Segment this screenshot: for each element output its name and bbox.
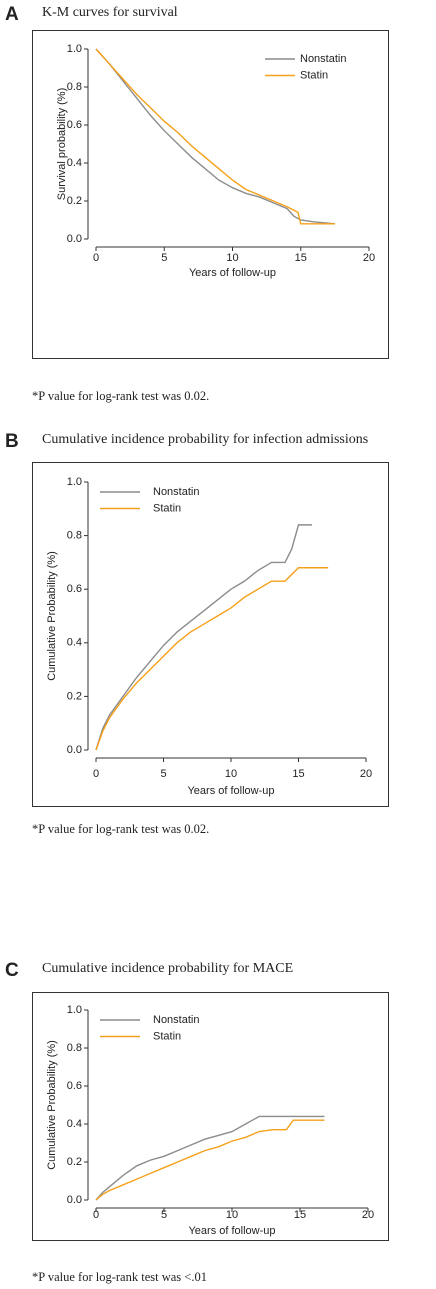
x-tick-label: 20: [362, 1209, 374, 1221]
x-tick-label: 10: [226, 252, 238, 264]
x-tick-label: 15: [294, 1209, 306, 1221]
x-tick-label: 10: [225, 768, 237, 780]
x-tick-label: 20: [360, 768, 372, 780]
y-axis-title: Survival probability (%): [56, 88, 68, 200]
y-tick-label: 0.4: [67, 637, 82, 649]
x-tick-label: 5: [161, 252, 167, 264]
y-tick-label: 1.0: [67, 1004, 82, 1016]
x-axis-title: Years of follow-up: [187, 785, 274, 797]
chart-title: Cumulative incidence probability for inf…: [42, 432, 368, 447]
series-line: [95, 567, 329, 751]
x-tick-label: 20: [363, 252, 375, 264]
chart-title: K-M curves for survival: [42, 5, 178, 20]
legend-label: Statin: [153, 502, 181, 514]
x-tick-label: 15: [295, 252, 307, 264]
legend-label: Statin: [300, 69, 328, 81]
y-tick-label: 0.0: [67, 233, 82, 245]
legend-label: Nonstatin: [153, 486, 199, 498]
x-tick-label: 5: [161, 1209, 167, 1221]
plot-frame: [32, 992, 389, 1241]
y-tick-label: 0.0: [67, 1194, 82, 1206]
panel-label: A: [5, 4, 19, 25]
legend-label: Nonstatin: [153, 1014, 199, 1026]
y-tick-label: 0.8: [67, 530, 82, 542]
y-tick-label: 0.4: [67, 1118, 82, 1130]
series-line: [95, 524, 312, 751]
series-line: [95, 1115, 325, 1201]
x-tick-label: 0: [93, 252, 99, 264]
y-tick-label: 0.6: [67, 1080, 82, 1092]
y-axis-title: Cumulative Probability (%): [46, 1040, 58, 1170]
plot-frame: [32, 462, 389, 807]
x-tick-label: 10: [226, 1209, 238, 1221]
plot-frame: [32, 30, 389, 359]
series-line: [95, 48, 335, 225]
y-tick-label: 1.0: [67, 476, 82, 488]
x-tick-label: 15: [292, 768, 304, 780]
legend-label: Nonstatin: [300, 53, 346, 65]
footnote: *P value for log-rank test was 0.02.: [32, 822, 209, 836]
panel-label: C: [5, 960, 19, 981]
y-tick-label: 0.0: [67, 744, 82, 756]
y-tick-label: 0.4: [67, 157, 82, 169]
chart-title: Cumulative incidence probability for MAC…: [42, 961, 293, 976]
y-tick-label: 0.2: [67, 690, 82, 702]
x-tick-label: 0: [93, 1209, 99, 1221]
y-axis-title: Cumulative Probability (%): [46, 551, 58, 681]
y-tick-label: 0.8: [67, 1042, 82, 1054]
legend-label: Statin: [153, 1030, 181, 1042]
series-line: [95, 48, 335, 225]
footnote: *P value for log-rank test was <.01: [32, 1270, 207, 1284]
y-tick-label: 0.6: [67, 583, 82, 595]
y-tick-label: 1.0: [67, 43, 82, 55]
x-axis-title: Years of follow-up: [189, 267, 276, 279]
y-tick-label: 0.8: [67, 81, 82, 93]
x-axis-title: Years of follow-up: [188, 1225, 275, 1237]
series-line: [95, 1119, 325, 1201]
x-tick-label: 5: [160, 768, 166, 780]
panel-label: B: [5, 431, 19, 452]
y-tick-label: 0.6: [67, 119, 82, 131]
footnote: *P value for log-rank test was 0.02.: [32, 389, 209, 403]
y-tick-label: 0.2: [67, 1156, 82, 1168]
y-tick-label: 0.2: [67, 195, 82, 207]
x-tick-label: 0: [93, 768, 99, 780]
